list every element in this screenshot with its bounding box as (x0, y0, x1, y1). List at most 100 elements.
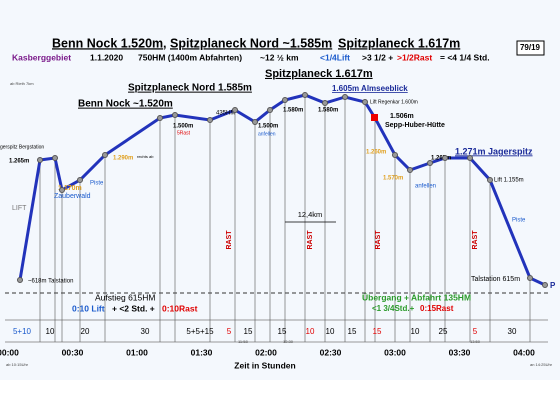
waypoint (427, 160, 433, 166)
label: Spitzplaneck 1.617m (265, 68, 373, 80)
code-box (516, 40, 545, 56)
label: Benn Nock ~1.520m (78, 99, 173, 110)
header-info: >3 1/2 + (362, 52, 393, 62)
waypoint (157, 115, 163, 121)
label: ~618m Talstation (28, 279, 73, 285)
label: 1.500m (173, 124, 193, 130)
waypoint (467, 155, 473, 161)
duration: 15 (244, 327, 253, 336)
label: Lift 1.155m (494, 178, 524, 184)
time-tick: 00:00 (0, 347, 19, 357)
label: 1.265m (431, 156, 451, 162)
duration: 5+10 (13, 327, 32, 336)
hut-marker (371, 114, 378, 121)
summary: 0:15Rast (420, 304, 454, 313)
duration: 10 (306, 327, 315, 336)
note: 11:58 (238, 339, 248, 344)
label: 1.580m (318, 108, 338, 114)
duration: 15 (278, 327, 287, 336)
time-tick: 00:30 (62, 347, 84, 357)
note: ab 10:15Uhr (6, 362, 29, 367)
waypoint (252, 119, 258, 125)
label: 1.260m (366, 150, 386, 156)
header-info: ~12 ½ km (260, 52, 299, 62)
title: Spitzplaneck 1.617m (338, 36, 460, 50)
note: an 14:25Uhr (530, 362, 553, 367)
label: 1.506m (390, 113, 414, 120)
label: 1.290m (113, 156, 133, 162)
time-tick: 02:30 (320, 347, 342, 357)
duration: 25 (439, 327, 448, 336)
duration: 10 (411, 327, 420, 336)
axis-title: Zeit in Stunden (234, 360, 295, 370)
note: 12:30 (283, 339, 294, 344)
note: 13:50 (470, 339, 481, 344)
waypoint (17, 277, 23, 283)
header-info: >1/2Rast (397, 52, 432, 62)
waypoint (172, 112, 178, 118)
time-tick: 01:00 (126, 347, 148, 357)
duration: 30 (141, 327, 150, 336)
summary: <1 3/4Std.+ (372, 304, 415, 313)
label: 1.265m (9, 159, 29, 165)
header-info: <1/4Lift (320, 52, 350, 62)
label: Lift Regenkar 1.600m (370, 99, 418, 105)
waypoint (52, 155, 58, 161)
label: Sepp-Huber-Hütte (385, 122, 445, 129)
duration: 15 (348, 327, 357, 336)
header-info: 1.1.2020 (90, 52, 123, 62)
header-info: 750HM (1400m Abfahrten) (138, 52, 242, 62)
waypoint (407, 167, 413, 173)
duration: 30 (508, 327, 517, 336)
label: Piste (512, 218, 526, 224)
label: P (550, 281, 556, 290)
label: gerspitz Bergstation (0, 144, 44, 150)
summary: Übergang + Abfahrt 135HM (362, 292, 471, 302)
duration: 10 (326, 327, 335, 336)
waypoint (487, 177, 493, 183)
waypoint (59, 187, 65, 193)
label: 1.170m (58, 185, 82, 192)
title: Spitzplaneck Nord ~1.585m (170, 36, 332, 50)
duration: 5 (227, 327, 232, 336)
waypoint (442, 155, 448, 161)
label: 5Rast (177, 130, 191, 136)
summary: 0:10 Lift (72, 303, 105, 313)
waypoint (207, 117, 213, 123)
rest-label: RAST (375, 230, 382, 250)
label: Zauberwald (54, 193, 91, 200)
label: rechts ab (137, 154, 154, 159)
time-tick: 01:30 (191, 347, 213, 357)
label: LIFT (12, 205, 27, 212)
label: 1.271m Jagerspitz (455, 146, 533, 156)
header-info: = <4 1/4 Std. (440, 52, 490, 62)
background (0, 0, 560, 380)
label: 1.580m (283, 108, 303, 114)
waypoint (322, 100, 328, 106)
label: Spitzplaneck Nord 1.585m (128, 83, 252, 94)
label: 1.500m (258, 124, 278, 130)
label: 435HM (216, 111, 235, 117)
code: 79/19 (520, 43, 541, 52)
waypoint (302, 92, 308, 98)
duration: 15 (373, 327, 382, 336)
time-tick: 04:00 (513, 347, 535, 357)
time-tick: 02:00 (255, 347, 277, 357)
waypoint (362, 99, 368, 105)
waypoint (392, 152, 398, 158)
label: 1.605m Almseeblick (332, 84, 408, 93)
note: ab Rieth 7km (10, 81, 34, 86)
waypoint (282, 97, 288, 103)
waypoint (527, 275, 533, 281)
waypoint (37, 157, 43, 163)
duration: 20 (81, 327, 90, 336)
duration: 5+5+15 (186, 327, 214, 336)
label: Piste (90, 181, 104, 187)
summary: 0:10Rast (162, 303, 198, 313)
label: anfellen (258, 131, 276, 137)
rest-label: RAST (472, 230, 479, 250)
waypoint (102, 152, 108, 158)
time-tick: 03:00 (384, 347, 406, 357)
label: 1.570m (383, 176, 403, 182)
